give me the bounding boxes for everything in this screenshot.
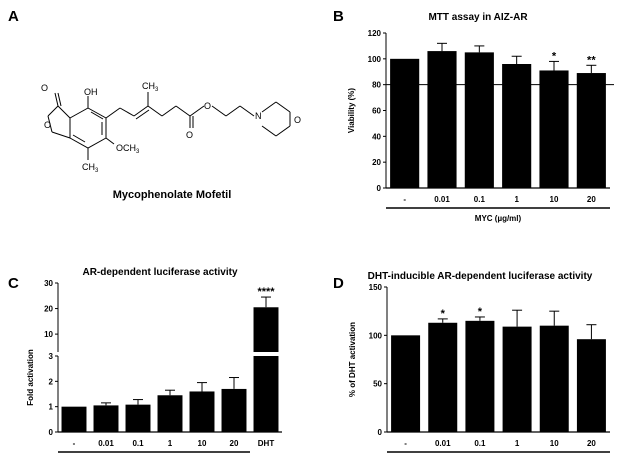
y-tick-label: 40 xyxy=(372,132,381,141)
bar-lower-segment xyxy=(253,356,279,432)
chart-ar-luciferase: AR-dependent luciferase activity 0 1 2 3 10 20… xyxy=(26,267,282,459)
bar xyxy=(61,406,87,432)
x-tick-label: 0.01 xyxy=(435,439,451,448)
bar xyxy=(576,73,606,188)
chart-title: MTT assay in AIZ-AR xyxy=(428,12,528,23)
y-tick-label: 20 xyxy=(372,158,381,167)
y-axis-label: % of DHT activation xyxy=(348,322,357,397)
x-tick-label: 20 xyxy=(587,195,596,204)
x-tick-label: 0.1 xyxy=(132,439,144,448)
bar xyxy=(539,325,569,432)
atom-ch3-top: CH3 xyxy=(142,81,159,93)
bar xyxy=(502,64,532,188)
molecule-structure xyxy=(47,92,291,160)
panel-label-c: C xyxy=(8,275,19,292)
x-tick-label: 0.1 xyxy=(474,195,486,204)
bar xyxy=(465,320,495,432)
atom-o-ester: O xyxy=(204,101,211,111)
atom-oh: OH xyxy=(84,87,98,97)
x-tick-label: DHT xyxy=(258,439,275,448)
bar xyxy=(428,322,458,432)
bar-upper-segment xyxy=(253,307,279,352)
atom-o-carbonyl: O xyxy=(41,83,48,93)
x-tick-label: 20 xyxy=(230,439,239,448)
molecule-caption: Mycophenolate Mofetil xyxy=(113,189,232,201)
y-tick-label: 100 xyxy=(368,55,382,64)
x-tick-label: 0.01 xyxy=(434,195,450,204)
x-tick-label: 0.01 xyxy=(98,439,114,448)
bar xyxy=(93,405,119,432)
x-tick-label: - xyxy=(403,195,406,204)
significance-marker: * xyxy=(552,50,557,62)
x-tick-label: 1 xyxy=(168,439,173,448)
significance-marker: * xyxy=(441,308,446,320)
bar xyxy=(391,335,421,432)
bar xyxy=(189,391,215,432)
bar xyxy=(576,339,606,432)
bar xyxy=(427,51,457,189)
y-tick-label: 150 xyxy=(369,283,383,292)
atom-och3: OCH3 xyxy=(116,143,140,155)
y-tick-label: 0 xyxy=(377,184,382,193)
bar xyxy=(539,70,569,188)
bar xyxy=(125,404,151,432)
y-tick-label: 10 xyxy=(44,330,53,339)
significance-marker: **** xyxy=(257,286,275,298)
x-tick-label: 10 xyxy=(550,195,559,204)
y-tick-label: 1 xyxy=(49,403,54,412)
chart-title: AR-dependent luciferase activity xyxy=(82,267,237,278)
y-axis-label: Viability (%) xyxy=(347,88,356,134)
y-tick-label: 0 xyxy=(378,428,383,437)
panel-label-b: B xyxy=(333,8,344,25)
x-tick-label: 1 xyxy=(515,439,520,448)
atom-o-ring: O xyxy=(294,115,301,125)
x-tick-label: 10 xyxy=(198,439,207,448)
bar xyxy=(157,395,183,432)
x-tick-label: 1 xyxy=(514,195,519,204)
bar xyxy=(390,58,420,189)
y-tick-label: 100 xyxy=(369,331,383,340)
bar xyxy=(464,52,494,188)
atom-ch3-bottom: CH3 xyxy=(82,162,99,174)
chart-title: DHT-inducible AR-dependent luciferase ac… xyxy=(368,271,593,282)
x-tick-label: - xyxy=(73,439,76,448)
significance-marker: * xyxy=(478,306,483,318)
y-tick-label: 3 xyxy=(49,352,54,361)
bar xyxy=(221,388,247,432)
atom-o-ester-carbonyl: O xyxy=(186,130,193,140)
x-axis-label: MYC (µg/ml) xyxy=(475,214,522,223)
x-tick-label: 0.1 xyxy=(474,439,486,448)
panel-a: A xyxy=(8,8,301,201)
y-tick-label: 2 xyxy=(49,377,54,386)
significance-marker: ** xyxy=(587,54,596,66)
atom-o-lactone: O xyxy=(44,120,51,130)
y-axis-label: Fold activation xyxy=(26,349,35,406)
x-tick-label: 20 xyxy=(587,439,596,448)
panel-label-d: D xyxy=(333,275,344,292)
y-tick-label: 20 xyxy=(44,305,53,314)
x-tick-label: 10 xyxy=(550,439,559,448)
panel-label-a: A xyxy=(8,8,19,25)
y-tick-label: 50 xyxy=(373,380,382,389)
bar xyxy=(502,326,532,432)
atom-n: N xyxy=(255,111,262,121)
chart-mtt-assay: MTT assay in AIZ-AR020406080100120Viabil… xyxy=(347,12,614,223)
y-tick-label: 120 xyxy=(368,29,382,38)
y-tick-label: 30 xyxy=(44,279,53,288)
chart-dht-inducible: DHT-inducible AR-dependent luciferase ac… xyxy=(348,271,610,459)
y-tick-label: 0 xyxy=(49,428,54,437)
y-tick-label: 60 xyxy=(372,107,381,116)
x-tick-label: - xyxy=(404,439,407,448)
y-tick-label: 80 xyxy=(372,81,381,90)
